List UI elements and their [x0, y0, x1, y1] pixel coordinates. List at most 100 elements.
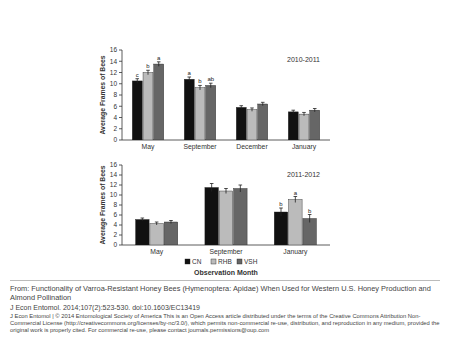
error-bar: [155, 222, 159, 225]
error-bar: [157, 62, 161, 67]
legend-label: CN: [192, 258, 202, 265]
caption-license: J Econ Entomol | © 2014 Entomological So…: [10, 313, 440, 334]
y-tick: [119, 205, 122, 206]
y-tick-label: 2: [113, 231, 117, 238]
y-tick: [119, 215, 122, 216]
chart: 0246810121416Average Frames of Bees2010-…: [99, 46, 330, 151]
error-bar: [308, 215, 312, 223]
significance-letter: b: [308, 208, 312, 214]
error-bar: [209, 83, 213, 88]
error-bar: [239, 106, 243, 109]
x-tick-label: May: [142, 143, 155, 151]
y-tick-label: 16: [110, 46, 118, 53]
y-tick: [119, 117, 122, 118]
y-axis: [122, 50, 123, 140]
x-tick-label: May: [150, 248, 163, 256]
error-bar: [261, 102, 265, 105]
y-tick: [119, 165, 122, 166]
caption-citation: J Econ Entomol. 2014;107(2):523-530. doi…: [10, 303, 440, 312]
y-tick: [119, 83, 122, 84]
y-axis: [122, 165, 123, 245]
error-bar: [239, 185, 243, 192]
y-tick: [119, 195, 122, 196]
bar: [299, 114, 309, 140]
chart: 0246810121416Average Frames of Bees2011-…: [99, 161, 330, 276]
bar: [164, 222, 178, 245]
significance-letter: ab: [207, 76, 214, 82]
bar: [195, 88, 205, 140]
y-label: Average Frames of Bees: [99, 165, 107, 244]
error-bar: [210, 184, 214, 192]
y-tick-label: 10: [110, 80, 118, 87]
bar: [288, 112, 298, 140]
x-tick-label: January: [283, 248, 308, 256]
x-tick-label: January: [292, 143, 317, 151]
y-tick: [119, 235, 122, 236]
marks: [132, 62, 319, 140]
bar: [150, 224, 164, 246]
y-tick: [119, 50, 122, 51]
bar: [206, 85, 216, 140]
legend: CNRHBVSH: [185, 258, 258, 265]
x-tick-label: September: [183, 143, 217, 151]
error-bar: [294, 197, 298, 203]
error-bar: [279, 208, 283, 216]
x-axis: [122, 140, 330, 141]
error-bar: [198, 85, 202, 90]
legend-swatch: [185, 259, 190, 264]
title: 2010-2011: [287, 56, 320, 63]
bar: [219, 191, 233, 245]
error-bar: [169, 221, 173, 224]
y-tick: [119, 175, 122, 176]
x-tick-label: September: [209, 248, 243, 256]
error-bar: [291, 110, 295, 113]
y-tick-label: 8: [113, 91, 117, 98]
significance-letter: a: [188, 70, 192, 76]
y-tick-label: 16: [110, 161, 118, 168]
y-tick-label: 14: [110, 58, 118, 65]
y-tick-label: 0: [113, 136, 117, 143]
error-bar: [313, 109, 317, 112]
y-label: Average Frames of Bees: [99, 55, 107, 134]
legend-label: RHB: [218, 258, 232, 265]
bar: [154, 64, 164, 140]
significance-letter: b: [279, 201, 283, 207]
bar: [310, 110, 320, 140]
y-tick-label: 12: [110, 181, 118, 188]
significance-letter: a: [157, 55, 161, 61]
x-label: Observation Month: [194, 269, 258, 276]
caption: From: Functionality of Varroa-Resistant …: [10, 280, 440, 334]
y-tick: [119, 95, 122, 96]
significance-letter: b: [198, 78, 202, 84]
bar: [136, 220, 150, 246]
bar: [236, 107, 246, 140]
significance-letter: a: [294, 190, 298, 196]
y-tick-label: 6: [113, 103, 117, 110]
y-tick: [119, 106, 122, 107]
y-tick-label: 0: [113, 241, 117, 248]
marks: [136, 184, 317, 246]
y-tick-label: 12: [110, 69, 118, 76]
y-tick-label: 4: [113, 114, 117, 121]
bar: [274, 212, 288, 245]
error-bar: [224, 189, 228, 194]
y-tick: [119, 61, 122, 62]
y-tick: [119, 185, 122, 186]
y-tick: [119, 140, 122, 141]
error-bar: [187, 77, 191, 82]
y-tick: [119, 72, 122, 73]
bar: [132, 81, 142, 140]
y-tick: [119, 225, 122, 226]
significance-letter: b: [146, 63, 150, 69]
bar: [247, 110, 257, 140]
bar: [184, 79, 194, 140]
error-bar: [135, 79, 139, 84]
y-tick-label: 6: [113, 211, 117, 218]
bar: [205, 188, 219, 246]
y-tick-label: 8: [113, 201, 117, 208]
y-tick-label: 10: [110, 191, 118, 198]
error-bar: [250, 108, 254, 111]
bar: [234, 189, 248, 246]
legend-swatch: [211, 259, 216, 264]
error-bar: [302, 112, 306, 115]
